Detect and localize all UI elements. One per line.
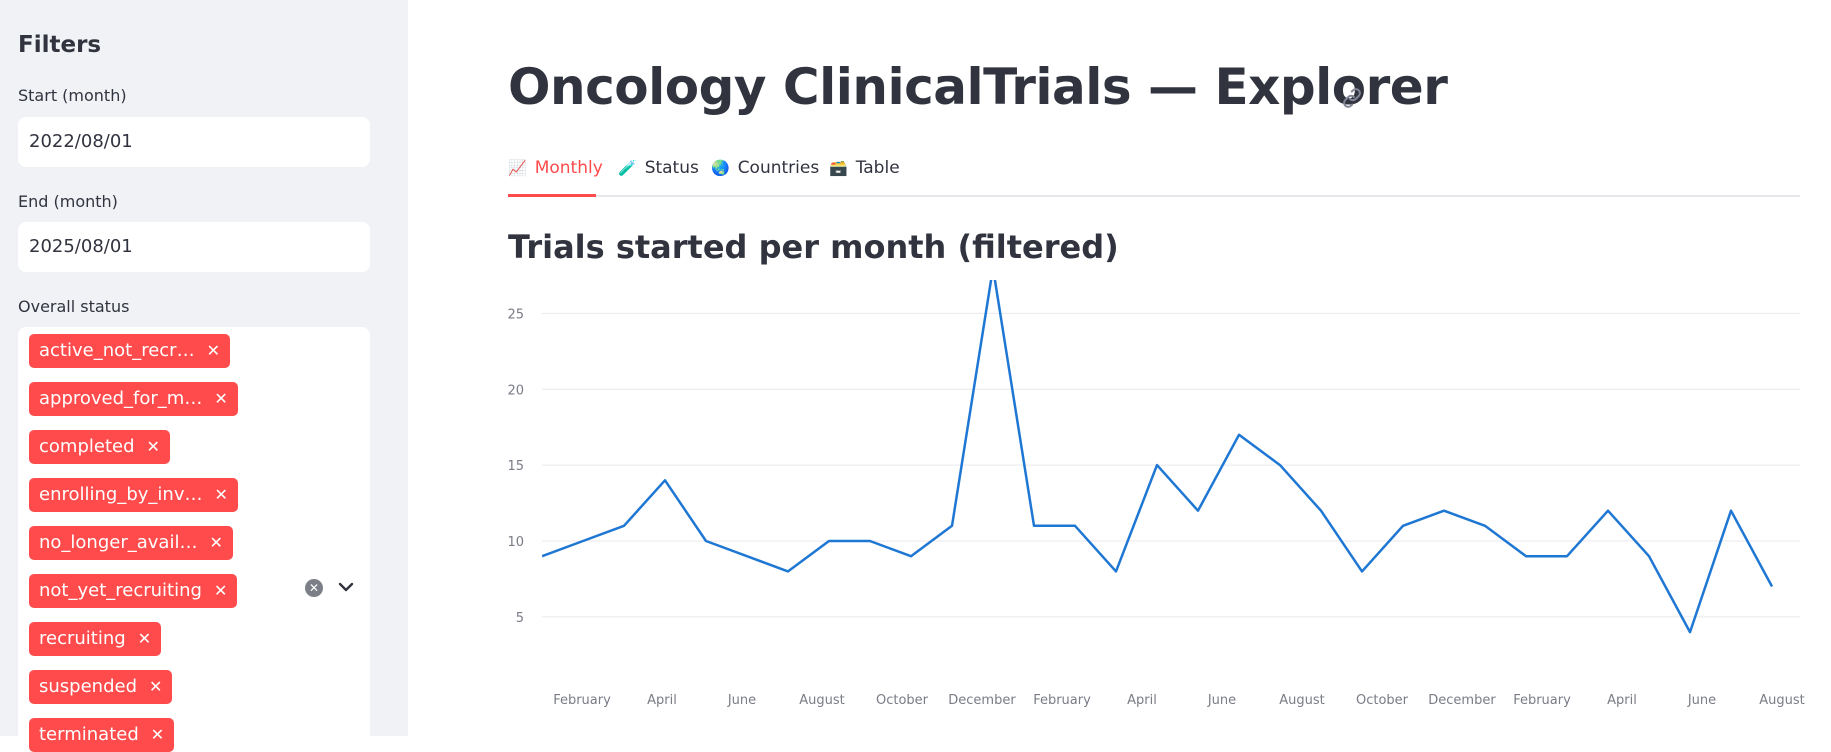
x-tick-label: February (1513, 693, 1571, 708)
x-tick-label: August (1279, 693, 1325, 708)
end-month-label: End (month) (18, 192, 118, 211)
status-tag[interactable]: completed ✕ (29, 430, 170, 464)
status-tag[interactable]: enrolling_by_inv… ✕ (29, 478, 238, 512)
series-line-trials (542, 270, 1772, 632)
chart-increasing-icon: 📈 (508, 159, 527, 177)
status-tag[interactable]: active_not_recr… ✕ (29, 334, 230, 368)
x-tick-label: June (1207, 693, 1236, 708)
remove-tag-icon[interactable]: ✕ (138, 629, 151, 648)
test-tube-icon: 🧪 (618, 159, 637, 177)
end-month-input[interactable]: 2025/08/01 (18, 222, 370, 272)
chart-subheader: Trials started per month (filtered) (508, 228, 1119, 266)
y-tick-label: 15 (507, 459, 524, 474)
clear-all-icon[interactable]: ✕ (305, 579, 323, 597)
y-tick-label: 5 (516, 611, 524, 626)
tab-bar: 📈 Monthly 🧪 Status 🌏 Countries 🗃️ Table (508, 150, 1800, 198)
x-tick-label: December (948, 693, 1016, 708)
x-tick-label: April (1127, 693, 1157, 708)
tab-monthly[interactable]: 📈 Monthly (508, 158, 603, 178)
status-tag[interactable]: terminated ✕ (29, 718, 174, 752)
remove-tag-icon[interactable]: ✕ (207, 341, 220, 360)
remove-tag-icon[interactable]: ✕ (209, 533, 222, 552)
tab-status[interactable]: 🧪 Status (618, 158, 699, 178)
x-tick-label: February (553, 693, 611, 708)
x-tick-label: October (876, 693, 929, 708)
remove-tag-icon[interactable]: ✕ (147, 437, 160, 456)
x-tick-label: December (1428, 693, 1496, 708)
active-tab-indicator (508, 194, 596, 197)
status-tag[interactable]: no_longer_avail… ✕ (29, 526, 233, 560)
overall-status-multiselect[interactable]: active_not_recr… ✕ approved_for_m… ✕ compl… (18, 327, 370, 747)
sidebar-title: Filters (18, 32, 101, 58)
status-tag[interactable]: not_yet_recruiting ✕ (29, 574, 237, 608)
x-tick-label: October (1356, 693, 1409, 708)
x-tick-label: August (1759, 693, 1805, 708)
link-icon[interactable] (1340, 86, 1364, 110)
remove-tag-icon[interactable]: ✕ (214, 485, 227, 504)
monthly-trials-chart[interactable]: 5 10 15 20 25 February April June August October D… (490, 270, 1810, 736)
chevron-down-icon[interactable] (336, 577, 356, 597)
x-tick-label: June (1687, 693, 1716, 708)
sidebar: Filters Start (month) 2022/08/01 End (mo… (0, 0, 408, 736)
start-month-label: Start (month) (18, 86, 127, 105)
remove-tag-icon[interactable]: ✕ (151, 725, 164, 744)
x-tick-label: August (799, 693, 845, 708)
globe-icon: 🌏 (711, 159, 730, 177)
remove-tag-icon[interactable]: ✕ (214, 581, 227, 600)
x-tick-label: April (1607, 693, 1637, 708)
y-tick-label: 10 (507, 535, 524, 550)
x-tick-label: June (727, 693, 756, 708)
y-tick-label: 25 (507, 307, 524, 322)
start-month-input[interactable]: 2022/08/01 (18, 117, 370, 167)
status-tag[interactable]: suspended ✕ (29, 670, 172, 704)
status-tag[interactable]: approved_for_m… ✕ (29, 382, 238, 416)
remove-tag-icon[interactable]: ✕ (214, 389, 227, 408)
y-tick-label: 20 (507, 383, 524, 398)
remove-tag-icon[interactable]: ✕ (149, 677, 162, 696)
page-title: Oncology ClinicalTrials — Explorer (508, 58, 1447, 116)
x-tick-label: April (647, 693, 677, 708)
tab-countries[interactable]: 🌏 Countries (711, 158, 819, 178)
status-tag[interactable]: recruiting ✕ (29, 622, 161, 656)
overall-status-label: Overall status (18, 297, 129, 316)
x-tick-label: February (1033, 693, 1091, 708)
tab-table[interactable]: 🗃️ Table (829, 158, 900, 178)
card-file-box-icon: 🗃️ (829, 159, 848, 177)
